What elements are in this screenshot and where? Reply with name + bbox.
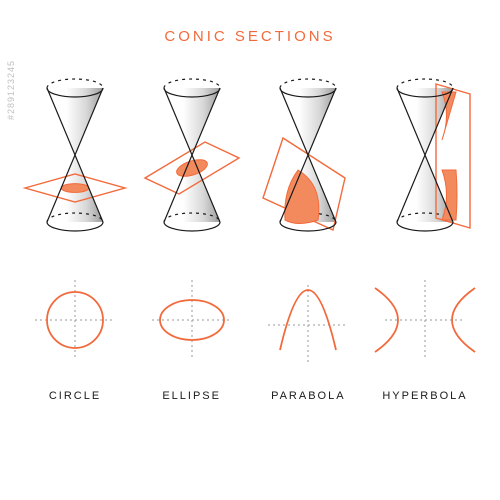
label-circle: CIRCLE xyxy=(20,390,130,420)
curve-hyperbola xyxy=(370,270,480,370)
page-title: CONIC SECTIONS xyxy=(0,28,500,45)
cone-circle xyxy=(20,70,130,240)
cone-hyperbola xyxy=(370,70,480,240)
cone-ellipse xyxy=(137,70,247,240)
curve-parabola xyxy=(253,270,363,370)
label-parabola: PARABOLA xyxy=(253,390,363,420)
label-ellipse: ELLIPSE xyxy=(137,390,247,420)
curve-circle xyxy=(20,270,130,370)
conic-sections-diagram: CONIC SECTIONS #289123245 CIRCLE ELLIPSE… xyxy=(0,0,500,500)
curves-row xyxy=(20,270,480,370)
cones-row xyxy=(20,70,480,240)
labels-row: CIRCLE ELLIPSE PARABOLA HYPERBOLA xyxy=(20,390,480,420)
curve-ellipse xyxy=(137,270,247,370)
label-hyperbola: HYPERBOLA xyxy=(370,390,480,420)
watermark-id: #289123245 xyxy=(6,60,16,120)
cone-parabola xyxy=(253,70,363,240)
